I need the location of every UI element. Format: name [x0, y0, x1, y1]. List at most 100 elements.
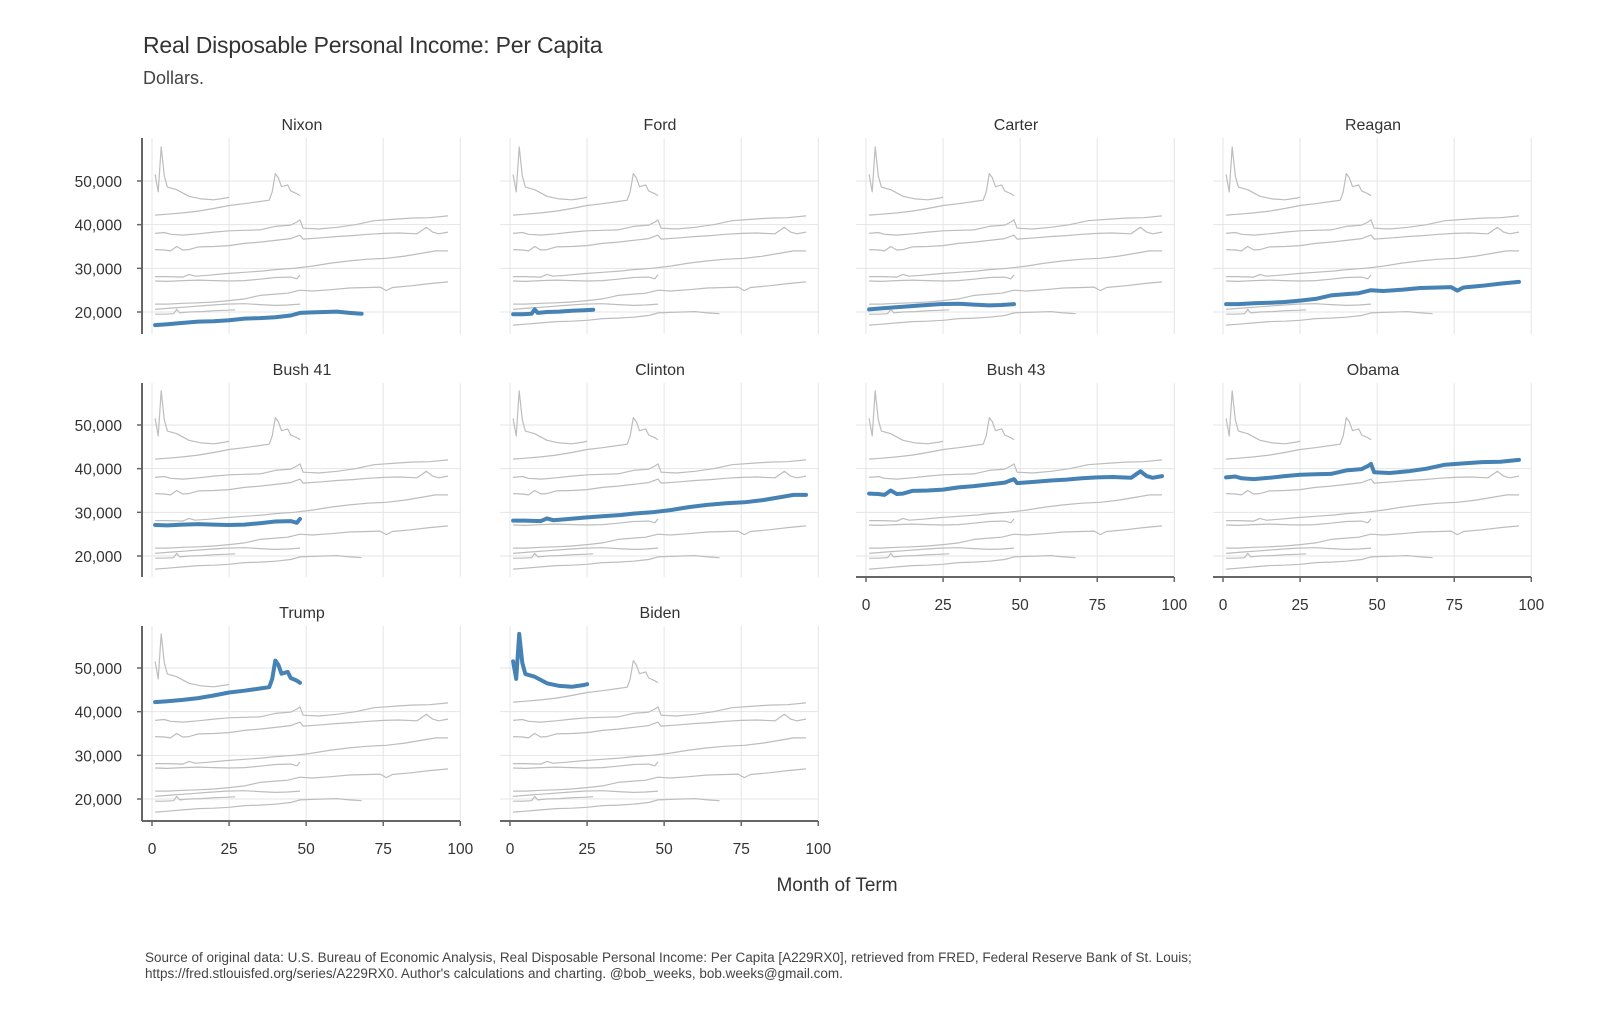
- background-series-obama: [513, 215, 807, 236]
- background-series-reagan: [155, 525, 449, 549]
- background-series-bush-43: [1226, 470, 1520, 496]
- background-series-reagan: [155, 768, 449, 792]
- background-series-clinton: [155, 737, 448, 765]
- background-series-obama: [513, 459, 807, 480]
- panel-title: Obama: [1347, 362, 1400, 379]
- y-tick-label: 20,000: [75, 792, 123, 809]
- chart-subtitle: Dollars.: [143, 68, 205, 88]
- background-series-reagan: [869, 281, 1163, 305]
- highlight-series-bush-43: [867, 469, 1164, 497]
- background-series-trump: [513, 173, 659, 216]
- panel-obama: Obama 0 25 50 75 100: [1213, 362, 1545, 614]
- background-series-nixon: [513, 311, 720, 326]
- panel-title: Bush 43: [987, 362, 1046, 379]
- background-series-reagan: [513, 768, 807, 792]
- y-tick-label: 40,000: [75, 218, 123, 235]
- background-series-nixon: [1226, 554, 1433, 570]
- background-series-trump: [1226, 417, 1372, 460]
- background-series-bush-41: [155, 761, 301, 770]
- background-series-clinton: [155, 250, 448, 278]
- background-series-nixon: [1226, 311, 1433, 326]
- x-tick-label: 75: [733, 841, 750, 858]
- background-series-ford: [1226, 308, 1307, 315]
- panel-trump: Trump 20,000 30,000 40,000 50,000 0 25 50 75 100: [75, 605, 474, 858]
- background-series-nixon: [513, 797, 720, 813]
- background-series-trump: [155, 417, 301, 460]
- background-series-carter: [869, 547, 1015, 554]
- x-tick-label: 25: [934, 597, 951, 614]
- background-series-obama: [869, 215, 1163, 236]
- background-series-biden: [154, 390, 230, 445]
- background-series-clinton: [869, 494, 1162, 522]
- background-series-bush-41: [1226, 274, 1372, 282]
- panel-title: Clinton: [635, 362, 685, 379]
- background-series-trump: [1226, 173, 1372, 216]
- background-series-carter: [1226, 547, 1372, 554]
- background-series-carter: [513, 547, 659, 554]
- background-series-bush-41: [513, 761, 659, 770]
- background-series-carter: [155, 303, 301, 310]
- background-series-reagan: [869, 525, 1163, 549]
- y-tick-label: 30,000: [75, 748, 123, 765]
- background-series-clinton: [155, 494, 448, 522]
- background-series-bush-43: [155, 226, 449, 252]
- y-tick-label: 40,000: [75, 462, 123, 479]
- y-tick-label: 30,000: [75, 505, 123, 522]
- highlight-series-biden: [511, 631, 590, 689]
- background-series-biden: [868, 390, 944, 445]
- background-series-carter: [155, 547, 301, 554]
- background-series-trump: [869, 173, 1015, 216]
- background-series-bush-43: [155, 713, 449, 739]
- x-tick-label: 0: [506, 841, 515, 858]
- background-series-obama: [155, 459, 449, 480]
- panel-biden: Biden 0 25 50 75 100: [500, 605, 832, 858]
- x-tick-label: 50: [298, 841, 316, 858]
- x-tick-label: 100: [805, 841, 831, 858]
- background-series-obama: [155, 702, 449, 723]
- x-tick-label: 50: [656, 841, 674, 858]
- background-series-bush-43: [1226, 226, 1520, 252]
- background-series-ford: [869, 308, 950, 315]
- background-series-clinton: [1226, 250, 1519, 278]
- x-tick-label: 75: [1446, 597, 1463, 614]
- background-series-biden: [1225, 390, 1301, 445]
- background-series-bush-43: [869, 226, 1163, 252]
- background-series-biden: [154, 633, 230, 688]
- y-tick-label: 50,000: [75, 174, 123, 191]
- background-series-ford: [1226, 552, 1307, 559]
- background-series-bush-41: [513, 518, 659, 527]
- x-tick-label: 0: [148, 841, 157, 858]
- x-tick-label: 100: [1518, 597, 1544, 614]
- y-tick-label: 30,000: [75, 261, 123, 278]
- background-series-bush-43: [513, 470, 807, 496]
- background-series-carter: [1226, 303, 1372, 310]
- background-series-trump: [513, 417, 659, 460]
- x-tick-label: 50: [1012, 597, 1030, 614]
- background-series-reagan: [513, 525, 807, 549]
- background-series-nixon: [869, 311, 1076, 326]
- y-tick-label: 20,000: [75, 549, 123, 566]
- background-series-bush-43: [155, 470, 449, 496]
- background-series-bush-41: [869, 274, 1015, 282]
- background-series-bush-41: [869, 518, 1015, 527]
- background-series-clinton: [513, 250, 806, 278]
- panel-title: Carter: [994, 117, 1039, 134]
- background-series-biden: [512, 146, 588, 201]
- background-series-reagan: [1226, 525, 1520, 549]
- panel-title: Nixon: [282, 117, 323, 134]
- highlight-series-bush-41: [153, 516, 302, 528]
- x-tick-label: 0: [1219, 597, 1228, 614]
- background-series-ford: [155, 795, 236, 802]
- background-series-ford: [155, 308, 236, 315]
- background-series-clinton: [513, 737, 806, 765]
- x-axis-label: Month of Term: [776, 875, 897, 896]
- background-series-carter: [513, 790, 659, 797]
- background-series-trump: [513, 659, 659, 703]
- x-tick-label: 0: [862, 597, 871, 614]
- background-series-ford: [513, 795, 594, 802]
- background-series-carter: [155, 790, 301, 797]
- panel-title: Biden: [640, 605, 681, 622]
- x-tick-label: 25: [1291, 597, 1308, 614]
- highlight-series-carter: [867, 301, 1016, 312]
